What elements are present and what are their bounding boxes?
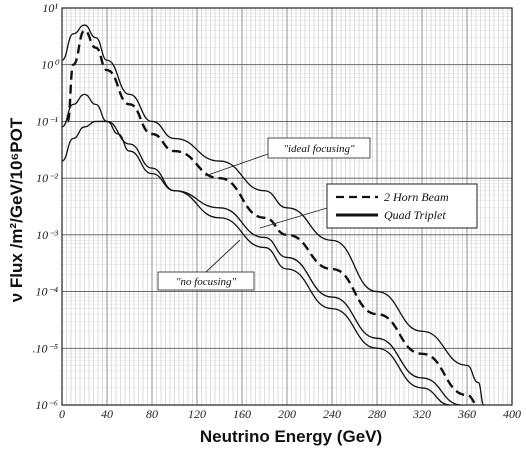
y-tick-label: 10¹ [42, 1, 58, 15]
x-axis-title: Neutrino Energy (GeV) [200, 427, 382, 446]
y-tick-labels: 10¹ 10⁰ 10⁻¹ 10⁻² 10⁻³ 10⁻⁴ .10⁻⁵ 10⁻⁶ [32, 1, 60, 412]
x-tick-label: 80 [146, 407, 158, 421]
x-tick-label: 160 [233, 407, 251, 421]
plot-frame [61, 7, 513, 406]
annotation-no-arrow [205, 239, 241, 273]
annotation-ideal-arrow [204, 153, 269, 177]
annotation-ideal-box [267, 137, 371, 159]
y-tick-label: 10⁰ [41, 58, 60, 72]
y-tick-label: .10⁻⁵ [32, 341, 58, 355]
y-axis-title: ν Flux /m²/GeV/10⁶POT [7, 117, 26, 302]
y-tick-label: 10⁻² [36, 171, 58, 185]
legend-label-quad-triplet: Quad Triplet [384, 208, 446, 222]
x-tick-label: 240 [323, 407, 341, 421]
x-tick-label: 120 [188, 407, 206, 421]
series-line-1 [61, 24, 485, 406]
y-tick-label: 10⁻⁴ [35, 285, 58, 299]
legend-box [326, 183, 478, 229]
x-tick-label: 200 [278, 407, 296, 421]
series-line-4 [61, 120, 451, 406]
x-tick-labels: 0 40 80 120 160 200 240 280 320 360 400 [59, 407, 521, 421]
legend-pointer-line [259, 207, 328, 229]
annotation-no-text: "no focusing" [176, 276, 237, 288]
x-tick-label: 320 [412, 407, 431, 421]
x-tick-label: 280 [368, 407, 386, 421]
x-tick-label: 360 [457, 407, 476, 421]
series-line-3 [61, 93, 462, 406]
legend-label-2-horn-beam: 2 Horn Beam [384, 190, 449, 204]
legend: 2 Horn Beam Quad Triplet [259, 183, 478, 229]
series-line-2 [66, 29, 479, 407]
series-group [61, 24, 485, 407]
y-tick-label: 10⁻³ [36, 228, 58, 242]
x-tick-label: 40 [101, 407, 113, 421]
x-tick-label: 0 [59, 407, 65, 421]
annotation-no-focusing: "no focusing" [157, 239, 255, 291]
annotation-ideal-text: "ideal focusing" [283, 143, 355, 155]
y-tick-label: 10⁻⁶ [35, 398, 58, 412]
annotation-ideal-focusing: "ideal focusing" [204, 137, 371, 177]
y-tick-label: 10⁻¹ [36, 114, 58, 128]
x-tick-label: 400 [503, 407, 521, 421]
